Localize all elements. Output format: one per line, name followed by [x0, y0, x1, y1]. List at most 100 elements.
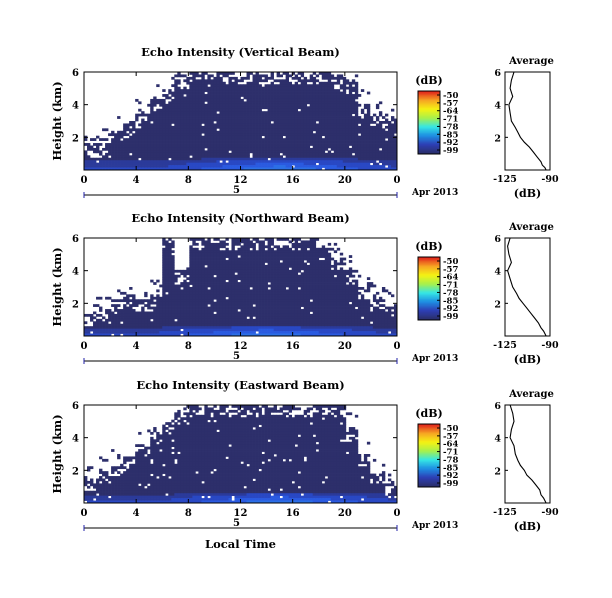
panel-2: Echo Intensity (Northward Beam) Height (k… — [50, 211, 559, 366]
average-frame — [504, 237, 551, 337]
avg-x-axis-label: (dB) — [514, 353, 541, 366]
avg-x-tick-label: -90 — [541, 174, 559, 185]
colorbar-tick-label: -92 — [443, 304, 458, 314]
average-profile-line — [509, 404, 547, 504]
avg-y-tick-label: 4 — [494, 101, 501, 112]
y-tick-label: 2 — [72, 133, 79, 144]
y-tick-label: 6 — [72, 68, 79, 79]
colorbar-tick-label: -78 — [443, 288, 458, 298]
avg-y-tick-label: 6 — [494, 68, 501, 79]
colorbar-unit: (dB) — [415, 407, 442, 420]
average-title: Average — [508, 222, 554, 233]
avg-y-tick-label: 2 — [494, 299, 501, 310]
colorbar-tick-label: -92 — [443, 471, 458, 481]
x-tick-label: 0 — [394, 175, 401, 186]
colorbar-tick-label: -64 — [443, 107, 458, 117]
colorbar-tick-label: -57 — [443, 432, 458, 442]
colorbar-tick-label: -64 — [443, 273, 458, 283]
colorbar-tick-label: -85 — [443, 296, 458, 306]
y-tick-label: 4 — [72, 434, 79, 445]
avg-x-tick-label: -90 — [541, 340, 559, 351]
avg-y-tick-label: 6 — [494, 234, 501, 245]
x-tick-label: 4 — [133, 341, 140, 352]
heatmap-title: Echo Intensity (Eastward Beam) — [136, 378, 344, 392]
colorbar — [418, 91, 440, 155]
x-tick-label: 16 — [286, 341, 300, 352]
avg-y-tick-label: 4 — [494, 434, 501, 445]
date-label: Apr 2013 — [411, 521, 458, 531]
x-tick-label: 20 — [338, 508, 352, 519]
x-tick-label: 20 — [338, 341, 352, 352]
x-tick-label: 4 — [133, 508, 140, 519]
y-axis-label: Height (km) — [50, 247, 64, 326]
date-label: Apr 2013 — [411, 188, 458, 198]
x-tick-label: 8 — [185, 341, 192, 352]
colorbar — [418, 424, 440, 488]
colorbar-tick-label: -50 — [443, 257, 458, 267]
y-axis-label: Height (km) — [50, 414, 64, 493]
x-tick-label: 8 — [185, 175, 192, 186]
x-tick-label: 0 — [81, 341, 88, 352]
x-tick-label: 20 — [338, 175, 352, 186]
colorbar-tick-label: -99 — [443, 312, 458, 322]
avg-x-tick-label: -90 — [541, 507, 559, 518]
colorbar-unit: (dB) — [415, 240, 442, 253]
colorbar-frame — [417, 256, 441, 321]
colorbar-tick-label: -50 — [443, 91, 458, 101]
x-tick-label: 0 — [394, 508, 401, 519]
colorbar-frame — [417, 423, 441, 488]
x-tick-label: 16 — [286, 508, 300, 519]
y-tick-label: 2 — [72, 299, 79, 310]
x-tick-label: 12 — [234, 508, 248, 519]
colorbar-tick-label: -78 — [443, 122, 458, 132]
avg-x-axis-label: (dB) — [514, 187, 541, 200]
average-title: Average — [508, 389, 554, 400]
x-tick-label: 8 — [185, 508, 192, 519]
colorbar-tick-label: -71 — [443, 115, 458, 125]
day-label: 5 — [233, 351, 240, 362]
colorbar-tick-label: -57 — [443, 265, 458, 275]
colorbar-tick-label: -92 — [443, 138, 458, 148]
heatmap-cells — [84, 238, 398, 337]
average-title: Average — [508, 56, 554, 67]
avg-y-tick-label: 4 — [494, 267, 501, 278]
day-label: 5 — [233, 185, 240, 196]
heatmap-title: Echo Intensity (Northward Beam) — [131, 211, 349, 225]
average-frame — [504, 404, 551, 504]
y-tick-label: 6 — [72, 234, 79, 245]
y-tick-label: 6 — [72, 401, 79, 412]
avg-y-tick-label: 2 — [494, 466, 501, 477]
colorbar-tick-label: -99 — [443, 479, 458, 489]
average-profile-line — [508, 71, 547, 171]
avg-x-tick-label: -125 — [493, 507, 517, 518]
avg-y-tick-label: 2 — [494, 133, 501, 144]
colorbar-tick-label: -50 — [443, 424, 458, 434]
panel-1: Echo Intensity (Vertical Beam) Height (km… — [50, 45, 559, 200]
y-tick-label: 2 — [72, 466, 79, 477]
heatmap-cells — [84, 405, 398, 504]
avg-y-tick-label: 6 — [494, 401, 501, 412]
colorbar-tick-label: -78 — [443, 455, 458, 465]
x-tick-label: 0 — [81, 508, 88, 519]
colorbar-tick-label: -85 — [443, 463, 458, 473]
avg-x-tick-label: -125 — [493, 174, 517, 185]
colorbar-tick-label: -71 — [443, 448, 458, 458]
avg-x-axis-label: (dB) — [514, 520, 541, 533]
y-axis-label: Height (km) — [50, 81, 64, 160]
colorbar-unit: (dB) — [415, 74, 442, 87]
colorbar — [418, 257, 440, 321]
x-axis-label: Local Time — [205, 537, 276, 551]
x-tick-label: 0 — [81, 175, 88, 186]
colorbar-tick-label: -71 — [443, 281, 458, 291]
x-tick-label: 4 — [133, 175, 140, 186]
average-profile-line — [507, 237, 547, 337]
y-tick-label: 4 — [72, 267, 79, 278]
colorbar-tick-label: -64 — [443, 440, 458, 450]
avg-x-tick-label: -125 — [493, 340, 517, 351]
x-tick-label: 16 — [286, 175, 300, 186]
day-label: 5 — [233, 518, 240, 529]
heatmap-title: Echo Intensity (Vertical Beam) — [141, 45, 340, 59]
panel-3: Echo Intensity (Eastward Beam) Height (km… — [50, 378, 559, 533]
x-tick-label: 12 — [234, 341, 248, 352]
